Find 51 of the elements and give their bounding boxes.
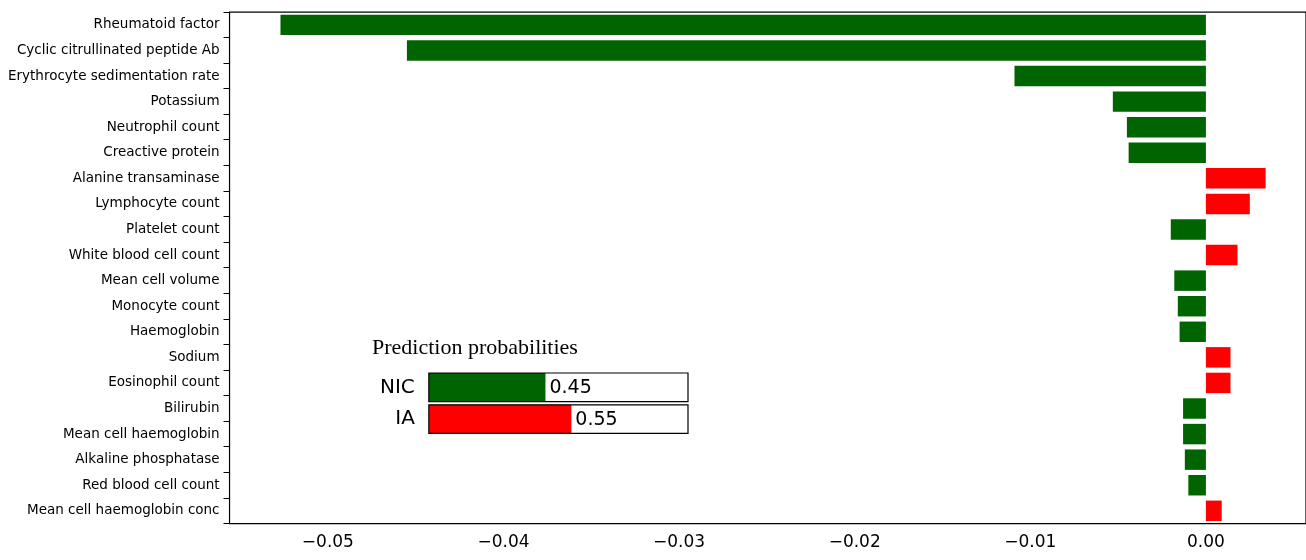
y-tick-label: Monocyte count [111, 296, 220, 313]
y-tick-label: IA [395, 405, 416, 430]
y-tick-label: Bilirubin [164, 399, 220, 416]
bar [1174, 270, 1206, 291]
y-tick-label: Mean cell haemoglobin conc [27, 501, 220, 518]
chart-title: Prediction probabilities [372, 333, 578, 359]
bar [1126, 116, 1206, 138]
y-tick-label: Neutrophil count [106, 117, 220, 134]
x-tick-label: −0.03 [653, 531, 706, 552]
y-tick-label: Eosinophil count [108, 373, 220, 390]
bar [1179, 321, 1206, 343]
bar [1205, 347, 1231, 368]
data-label: 0.45 [549, 375, 592, 398]
y-tick-label: Rheumatoid factor [93, 15, 220, 32]
y-tick-label: White blood cell count [68, 245, 220, 262]
bar [1183, 398, 1206, 419]
bar [1014, 65, 1206, 87]
bar [1170, 219, 1206, 240]
bar [1205, 244, 1238, 266]
x-tick-label: −0.05 [301, 531, 354, 552]
bar [1177, 295, 1206, 317]
y-tick-label: NIC [380, 373, 415, 398]
y-tick-label: Sodium [168, 347, 220, 364]
y-tick-label: Alkaline phosphatase [75, 450, 220, 467]
bar [1205, 193, 1250, 215]
y-tick-label: Alanine transaminase [72, 168, 220, 185]
y-tick-label: Platelet count [126, 219, 220, 236]
bar [1205, 168, 1266, 189]
y-tick-label: Potassium [150, 92, 220, 109]
y-tick-label: Erythrocyte sedimentation rate [8, 66, 220, 83]
x-tick-label: 0.00 [1186, 531, 1225, 552]
bar [1112, 91, 1206, 112]
y-tick-label: Mean cell volume [100, 271, 220, 288]
y-tick-label: Cyclic citrullinated peptide Ab [16, 40, 220, 57]
bar [1128, 142, 1206, 163]
x-tick-label: −0.02 [828, 531, 881, 552]
bar [406, 40, 1206, 61]
bar [1183, 423, 1206, 445]
bar [1205, 372, 1231, 394]
y-tick-label: Red blood cell count [82, 475, 220, 492]
y-tick-label: Mean cell haemoglobin [62, 424, 220, 441]
bar [1205, 500, 1222, 522]
x-tick-label: −0.04 [477, 531, 530, 552]
bar [1184, 449, 1206, 470]
data-label: 0.55 [575, 407, 618, 430]
x-tick-label: −0.01 [1004, 531, 1057, 552]
y-tick-label: Lymphocyte count [95, 194, 220, 211]
y-tick-label: Haemoglobin [129, 322, 220, 339]
y-tick-label: Creactive protein [103, 143, 220, 160]
bar [280, 14, 1206, 36]
bar [1188, 475, 1206, 496]
